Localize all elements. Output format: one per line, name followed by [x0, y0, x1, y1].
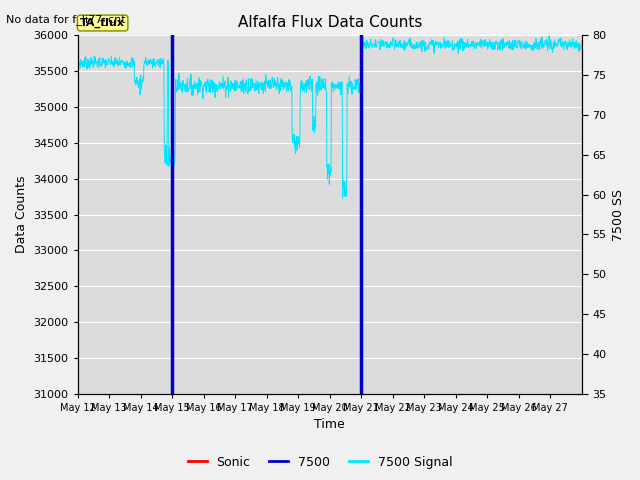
- Y-axis label: Data Counts: Data Counts: [15, 176, 28, 253]
- Text: TA_flux: TA_flux: [80, 18, 125, 28]
- Text: No data for f_li77_cnt: No data for f_li77_cnt: [6, 14, 126, 25]
- X-axis label: Time: Time: [314, 419, 345, 432]
- Legend: Sonic, 7500, 7500 Signal: Sonic, 7500, 7500 Signal: [183, 451, 457, 474]
- Y-axis label: 7500 SS: 7500 SS: [612, 189, 625, 240]
- Title: Alfalfa Flux Data Counts: Alfalfa Flux Data Counts: [237, 15, 422, 30]
